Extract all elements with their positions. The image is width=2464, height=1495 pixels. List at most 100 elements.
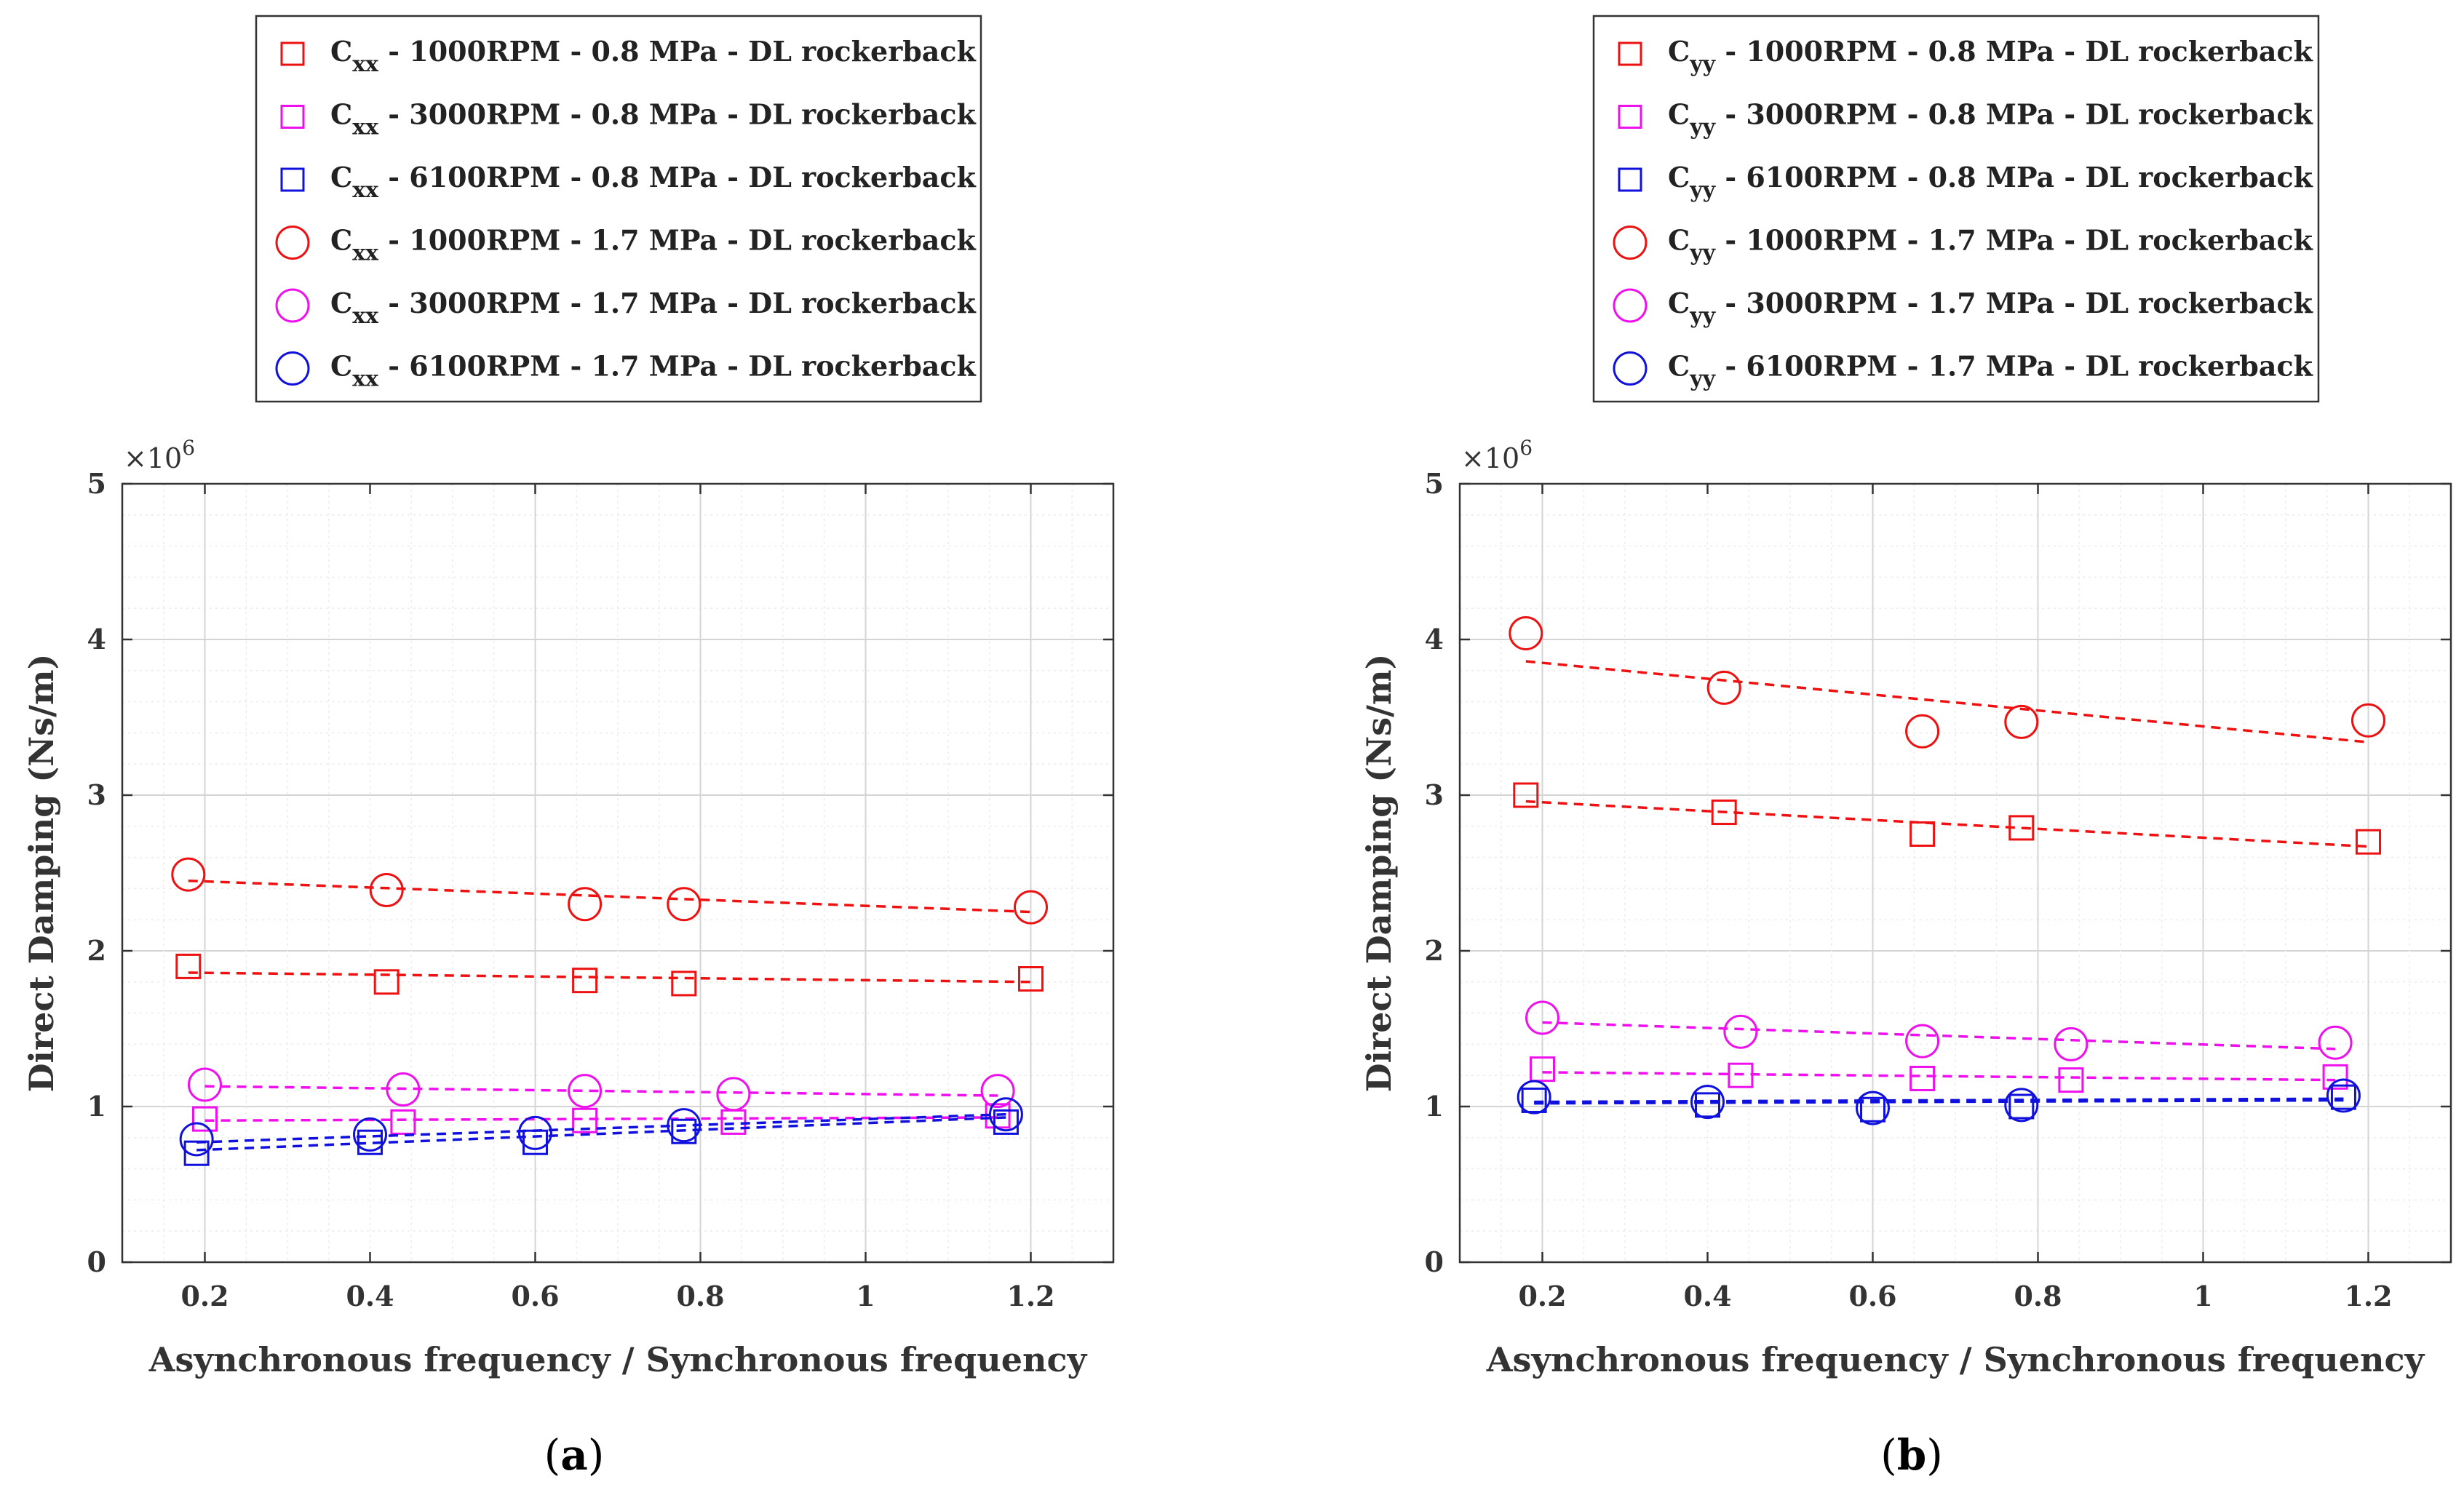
- chart-b-y-tick-label: 4: [1425, 623, 1444, 655]
- chart-b-legend-subscript: yy: [1689, 115, 1716, 140]
- chart-b-axes-frame: [1458, 482, 2452, 1264]
- chart-b-legend-entry-5: Cyy - 6100RPM - 1.7 MPa - DL rockerback: [1668, 350, 2313, 392]
- chart-b-circle-point: [1509, 615, 1543, 650]
- chart-a-legend-rest: - 1000RPM - 0.8 MPa - DL rockerback: [378, 35, 977, 68]
- chart-b-trend-line: [1534, 1097, 2344, 1104]
- chart-a-legend-rest: - 3000RPM - 0.8 MPa - DL rockerback: [378, 98, 977, 131]
- chart-b-circle-point: [2351, 703, 2385, 738]
- chart-a-y-tick-label: 5: [87, 467, 106, 500]
- chart-b-square-point: [2322, 1064, 2348, 1090]
- chart-b-legend-subscript: yy: [1689, 367, 1716, 392]
- chart-a-y-tick-label: 2: [87, 934, 106, 967]
- chart-b-legend-rest: - 3000RPM - 0.8 MPa - DL rockerback: [1715, 98, 2313, 131]
- chart-a-x-tick-label: 1: [856, 1280, 875, 1312]
- chart-a-x-tick-label: 0.2: [180, 1280, 228, 1312]
- chart-b-legend-entry-2: Cyy - 6100RPM - 0.8 MPa - DL rockerback: [1668, 161, 2313, 203]
- chart-b-square-point: [2008, 815, 2035, 841]
- chart-b-legend-subscript: yy: [1689, 178, 1716, 203]
- chart-a-trend-line: [188, 971, 1031, 984]
- chart-a-square-point: [373, 969, 400, 995]
- chart-a-circle-point: [369, 873, 404, 908]
- chart-b-legend-circle-marker: [1613, 226, 1648, 260]
- chart-b-square-point: [2008, 1093, 2035, 1120]
- chart-a-y-multiplier: ×106: [124, 436, 195, 474]
- chart-b-series-2: [1521, 1084, 2356, 1123]
- chart-b-circle-point: [1723, 1014, 1758, 1049]
- chart-a-legend-square-marker: [280, 167, 305, 192]
- chart-b-x-tick-label: 0.8: [2014, 1280, 2062, 1312]
- chart-a-legend-square-marker: [280, 41, 305, 66]
- chart-b-trend-line: [1542, 1021, 2336, 1051]
- chart-b-legend-rest: - 1000RPM - 0.8 MPa - DL rockerback: [1715, 35, 2313, 68]
- chart-a-legend-entry-0: Cxx - 1000RPM - 0.8 MPa - DL rockerback: [330, 35, 977, 77]
- chart-a-trend-line: [188, 879, 1031, 914]
- chart-a-legend-entry-4: Cxx - 3000RPM - 1.7 MPa - DL rockerback: [330, 287, 977, 329]
- chart-b-trend-line: [1542, 1071, 2336, 1082]
- chart-a-trend-line: [196, 1112, 1006, 1144]
- chart-b-circle-point: [2054, 1026, 2089, 1061]
- chart-a-legend-square-marker: [280, 105, 305, 129]
- chart-a-panel-letter: a: [560, 1430, 588, 1480]
- chart-b-y-tick-label: 2: [1425, 934, 1444, 967]
- chart-a-y-tick-label: 0: [87, 1245, 106, 1278]
- chart-b-series-1: [1530, 1056, 2348, 1093]
- chart-b-legend-entry-4: Cyy - 3000RPM - 1.7 MPa - DL rockerback: [1668, 287, 2313, 329]
- chart-a-series-4: [188, 1067, 1015, 1112]
- chart-a-circle-point: [386, 1072, 421, 1107]
- chart-a-circle-point: [667, 887, 702, 922]
- chart-b-x-tick-label: 0.6: [1848, 1280, 1896, 1312]
- chart-b-y-multiplier-exp: 6: [1519, 436, 1533, 460]
- chart-b-legend-circle-marker: [1613, 288, 1648, 323]
- chart-b-legend-rest: - 1000RPM - 1.7 MPa - DL rockerback: [1715, 224, 2313, 257]
- chart-b-panel-label: (b): [1880, 1430, 1943, 1480]
- chart-b-legend-entry-1: Cyy - 3000RPM - 0.8 MPa - DL rockerback: [1668, 98, 2313, 140]
- chart-b-legend-entry-3: Cyy - 1000RPM - 1.7 MPa - DL rockerback: [1668, 224, 2313, 266]
- chart-b-x-tick-label: 1.2: [2344, 1280, 2392, 1312]
- chart-a-legend-subscript: xx: [352, 367, 379, 392]
- chart-b-legend-square-marker: [1618, 41, 1642, 66]
- chart-b-series-3: [1509, 615, 2385, 749]
- chart-b-y-multiplier: ×106: [1461, 436, 1533, 474]
- chart-b-square-point: [1728, 1062, 1754, 1088]
- chart-a-legend-rest: - 3000RPM - 1.7 MPa - DL rockerback: [378, 287, 977, 319]
- chart-a-legend-subscript: xx: [352, 52, 379, 77]
- chart-a-legend-box: [255, 15, 982, 403]
- chart-a-square-point: [993, 1109, 1019, 1135]
- chart-b-x-tick-label: 0.2: [1518, 1280, 1566, 1312]
- chart-a-square-point: [572, 968, 598, 994]
- chart-b-square-point: [1860, 1096, 1885, 1123]
- chart-b-square-point: [1909, 821, 1936, 847]
- chart-a-legend-rest: - 1000RPM - 1.7 MPa - DL rockerback: [378, 224, 977, 257]
- chart-b-legend-box: [1592, 15, 2320, 403]
- chart-b-trend-line: [1534, 1099, 2344, 1105]
- chart-a-legend: Cxx - 1000RPM - 0.8 MPa - DL rockerback C…: [255, 15, 982, 403]
- chart-b-y-tick-label: 1: [1425, 1090, 1444, 1123]
- chart-b-y-tick-label: 5: [1425, 467, 1444, 500]
- chart-a-series-0: [175, 953, 1044, 997]
- chart-a-legend-entry-1: Cxx - 3000RPM - 0.8 MPa - DL rockerback: [330, 98, 977, 140]
- chart-b-legend-subscript: yy: [1689, 303, 1716, 329]
- chart-a-circle-point: [988, 1097, 1023, 1132]
- chart-b-square-point: [1530, 1056, 1555, 1083]
- chart-b-square-point: [2356, 829, 2381, 855]
- chart-a-legend-entry-2: Cxx - 6100RPM - 0.8 MPa - DL rockerback: [330, 161, 977, 203]
- chart-a-y-tick-label: 1: [87, 1090, 106, 1123]
- chart-b-square-point: [2330, 1084, 2356, 1110]
- chart-b-group: 0.2 0.4 0.6 0.8 1 1.2 0 1 2 3 4 5 ×106 Asynchronous f…: [1359, 15, 2452, 1480]
- chart-a-legend-subscript: xx: [352, 241, 379, 266]
- chart-b-x-tick-label: 1: [2193, 1280, 2212, 1312]
- chart-a-circle-point: [353, 1117, 387, 1152]
- chart-b-circle-point: [1856, 1091, 1890, 1125]
- chart-a-square-point: [192, 1106, 218, 1132]
- chart-b-trend-line: [1525, 660, 2369, 743]
- chart-b-circle-point: [1905, 714, 1940, 749]
- chart-a-square-point: [671, 1118, 697, 1144]
- chart-a-trend-line: [204, 1085, 998, 1097]
- chart-a-y-axis-label: Direct Damping (Ns/m): [22, 654, 61, 1093]
- chart-b-square-point: [2058, 1067, 2084, 1093]
- chart-a-x-tick-label: 0.4: [346, 1280, 394, 1312]
- chart-b-legend-square-marker: [1618, 105, 1642, 129]
- chart-b-circle-point: [1706, 670, 1741, 705]
- chart-b-square-point: [1521, 1087, 1547, 1113]
